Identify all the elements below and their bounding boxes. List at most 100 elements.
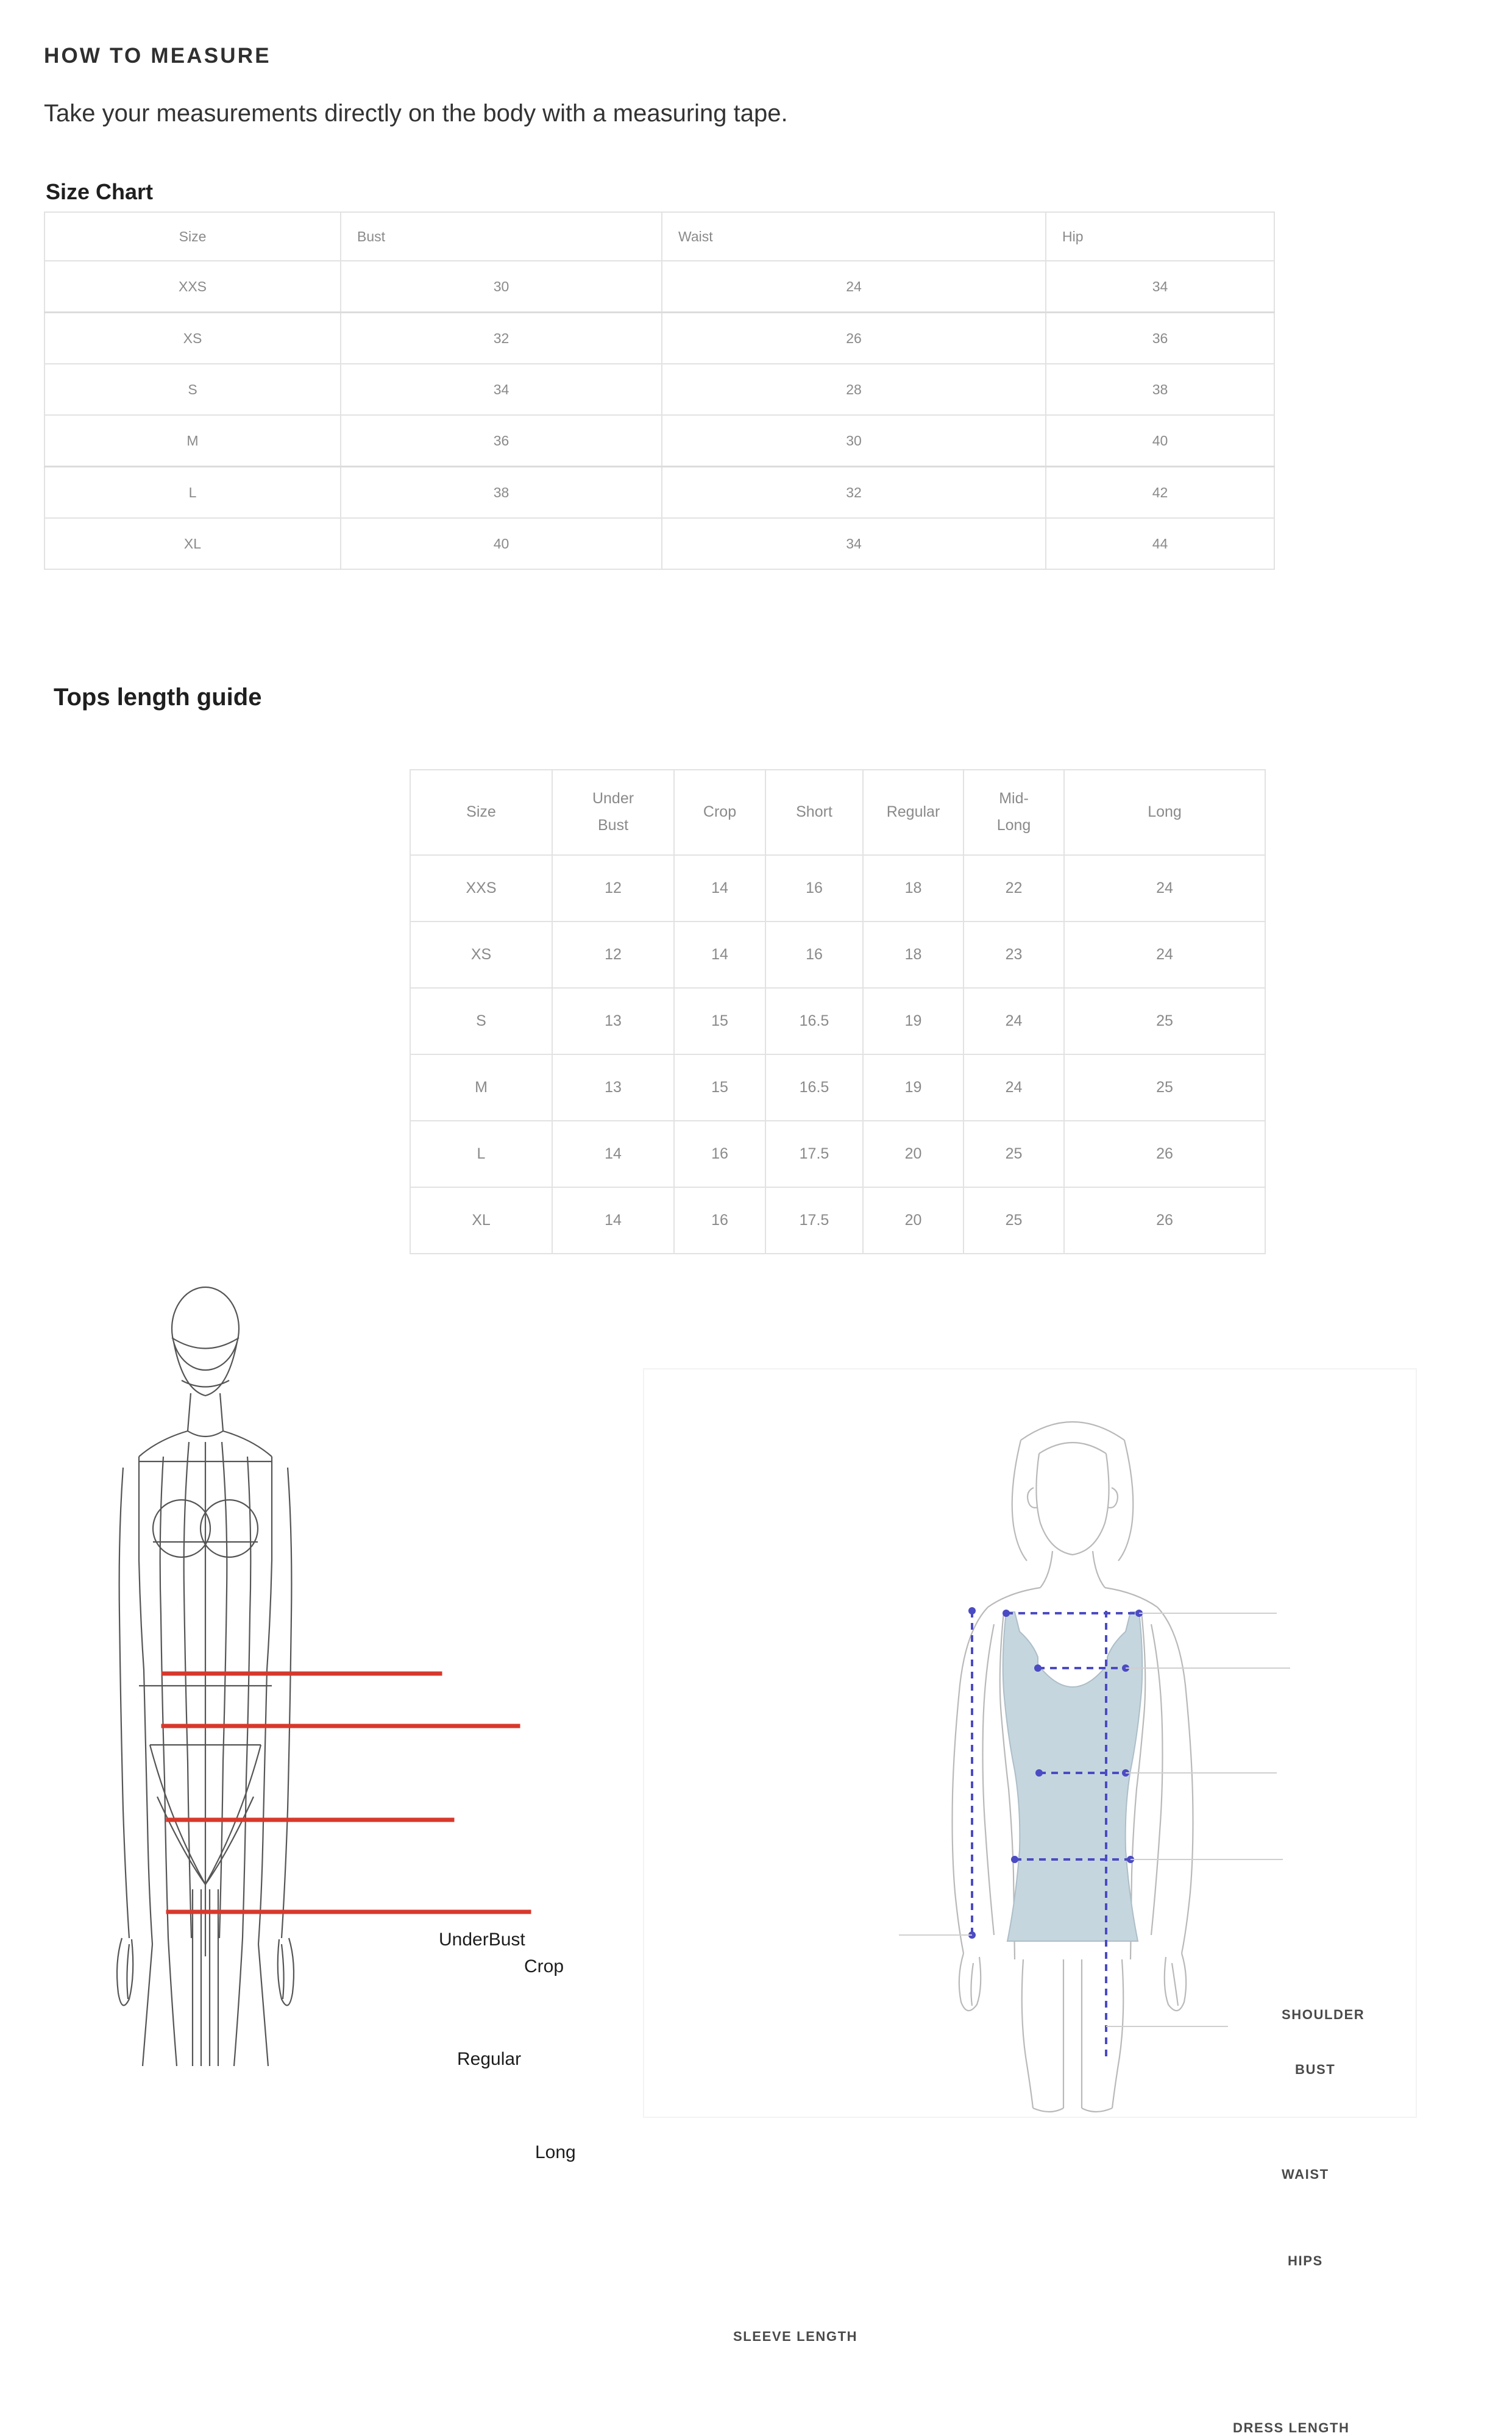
table-header-row: Size Bust Waist Hip: [44, 211, 1275, 261]
label-waist: WAIST: [1282, 2167, 1329, 2182]
column-header-crop: Crop: [673, 769, 766, 856]
table-row: XL 40 34 44: [44, 517, 1275, 570]
label-crop: Crop: [524, 1956, 564, 1976]
cell-bust: 38: [340, 466, 662, 519]
label-hips: HIPS: [1288, 2253, 1323, 2268]
tops-length-guide-heading: Tops length guide: [54, 684, 262, 711]
table-row: XXS 12 14 16 18 22 24: [410, 854, 1266, 922]
cell-waist: 28: [661, 363, 1046, 416]
measurement-guides: [968, 1607, 1143, 2057]
cell-regular: 19: [862, 987, 964, 1055]
cell-crop: 16: [673, 1187, 766, 1254]
mannequin-illustration: [116, 1286, 531, 2067]
cell-long: 24: [1063, 921, 1266, 989]
dress-garment: [1002, 1611, 1143, 1942]
cell-hip: 38: [1045, 363, 1275, 416]
label-sleeve-length: SLEEVE LENGTH: [733, 2329, 858, 2344]
table-row: XXS 30 24 34: [44, 260, 1275, 313]
cell-long: 25: [1063, 987, 1266, 1055]
column-header-under-bust-line2: Bust: [597, 817, 629, 834]
column-header-under-bust: Under Bust: [552, 769, 675, 856]
cell-bust: 30: [340, 260, 662, 313]
column-header-hip: Hip: [1045, 211, 1275, 261]
cell-size: XXS: [44, 260, 341, 313]
column-header-long: Long: [1063, 769, 1266, 856]
cell-regular: 19: [862, 1054, 964, 1121]
cell-size: L: [410, 1120, 553, 1188]
label-leader-lines: [899, 1613, 1290, 2027]
cell-waist: 30: [661, 414, 1046, 467]
table-row: M 13 15 16.5 19 24 25: [410, 1054, 1266, 1121]
cell-mid-long: 25: [963, 1120, 1065, 1188]
dress-illustration: [643, 1368, 1417, 2118]
label-long: Long: [535, 2142, 576, 2162]
bust-circle-left: [152, 1499, 211, 1558]
cell-waist: 32: [661, 466, 1046, 519]
table-row: L 14 16 17.5 20 25 26: [410, 1120, 1266, 1188]
cell-short: 16: [765, 921, 864, 989]
label-underbust: UnderBust: [439, 1930, 525, 1950]
cell-size: S: [44, 363, 341, 416]
column-header-bust: Bust: [340, 211, 662, 261]
cell-waist: 26: [661, 311, 1046, 364]
cell-hip: 44: [1045, 517, 1275, 570]
cell-regular: 18: [862, 921, 964, 989]
column-header-size: Size: [410, 769, 553, 856]
cell-mid-long: 25: [963, 1187, 1065, 1254]
cell-bust: 40: [340, 517, 662, 570]
cell-mid-long: 22: [963, 854, 1065, 922]
cell-long: 26: [1063, 1187, 1266, 1254]
bust-circle-right: [199, 1499, 259, 1558]
mannequin-length-diagram: UnderBust Crop Regular Long: [91, 1274, 652, 2162]
table-row: S 13 15 16.5 19 24 25: [410, 987, 1266, 1055]
page-header: HOW TO MEASURE Take your measurements di…: [44, 44, 1385, 127]
table-row: L 38 32 42: [44, 466, 1275, 519]
cell-short: 16.5: [765, 1054, 864, 1121]
cell-size: XXS: [410, 854, 553, 922]
cell-size: XL: [410, 1187, 553, 1254]
column-header-regular: Regular: [862, 769, 964, 856]
cell-hip: 42: [1045, 466, 1275, 519]
cell-waist: 34: [661, 517, 1046, 570]
cell-hip: 34: [1045, 260, 1275, 313]
column-header-waist: Waist: [661, 211, 1046, 261]
cell-bust: 32: [340, 311, 662, 364]
label-regular: Regular: [457, 2049, 522, 2069]
cell-size: XS: [410, 921, 553, 989]
size-chart-heading: Size Chart: [46, 179, 154, 204]
cell-under-bust: 14: [552, 1187, 675, 1254]
cell-short: 17.5: [765, 1120, 864, 1188]
cell-under-bust: 13: [552, 987, 675, 1055]
size-chart-table: Size Bust Waist Hip XXS 30 24 34 XS 32 2…: [44, 211, 1275, 570]
cell-crop: 15: [673, 987, 766, 1055]
column-header-mid-long-line2: Long: [996, 817, 1031, 834]
cell-crop: 14: [673, 921, 766, 989]
page-title: HOW TO MEASURE: [44, 44, 271, 68]
cell-crop: 15: [673, 1054, 766, 1121]
cell-crop: 16: [673, 1120, 766, 1188]
column-header-size: Size: [44, 211, 341, 261]
cell-hip: 40: [1045, 414, 1275, 467]
cell-size: L: [44, 466, 341, 519]
table-row: M 36 30 40: [44, 414, 1275, 467]
cell-waist: 24: [661, 260, 1046, 313]
label-dress-length: DRESS LENGTH: [1233, 2420, 1350, 2435]
cell-size: S: [410, 987, 553, 1055]
cell-short: 16: [765, 854, 864, 922]
cell-size: M: [44, 414, 341, 467]
tops-length-guide-table: Size Under Bust Crop Short Regular Mid- …: [410, 769, 1266, 1254]
cell-regular: 20: [862, 1120, 964, 1188]
cell-under-bust: 13: [552, 1054, 675, 1121]
table-row: XS 32 26 36: [44, 311, 1275, 364]
dress-measurement-diagram: SHOULDER BUST WAIST HIPS SLEEVE LENGTH D…: [643, 1368, 1417, 2435]
cell-mid-long: 24: [963, 987, 1065, 1055]
cell-short: 17.5: [765, 1187, 864, 1254]
label-bust: BUST: [1295, 2062, 1336, 2077]
cell-mid-long: 23: [963, 921, 1065, 989]
cell-regular: 18: [862, 854, 964, 922]
dress-fill: [1002, 1611, 1143, 1942]
cell-long: 25: [1063, 1054, 1266, 1121]
cell-under-bust: 12: [552, 921, 675, 989]
page-subtitle: Take your measurements directly on the b…: [44, 100, 788, 127]
cell-crop: 14: [673, 854, 766, 922]
